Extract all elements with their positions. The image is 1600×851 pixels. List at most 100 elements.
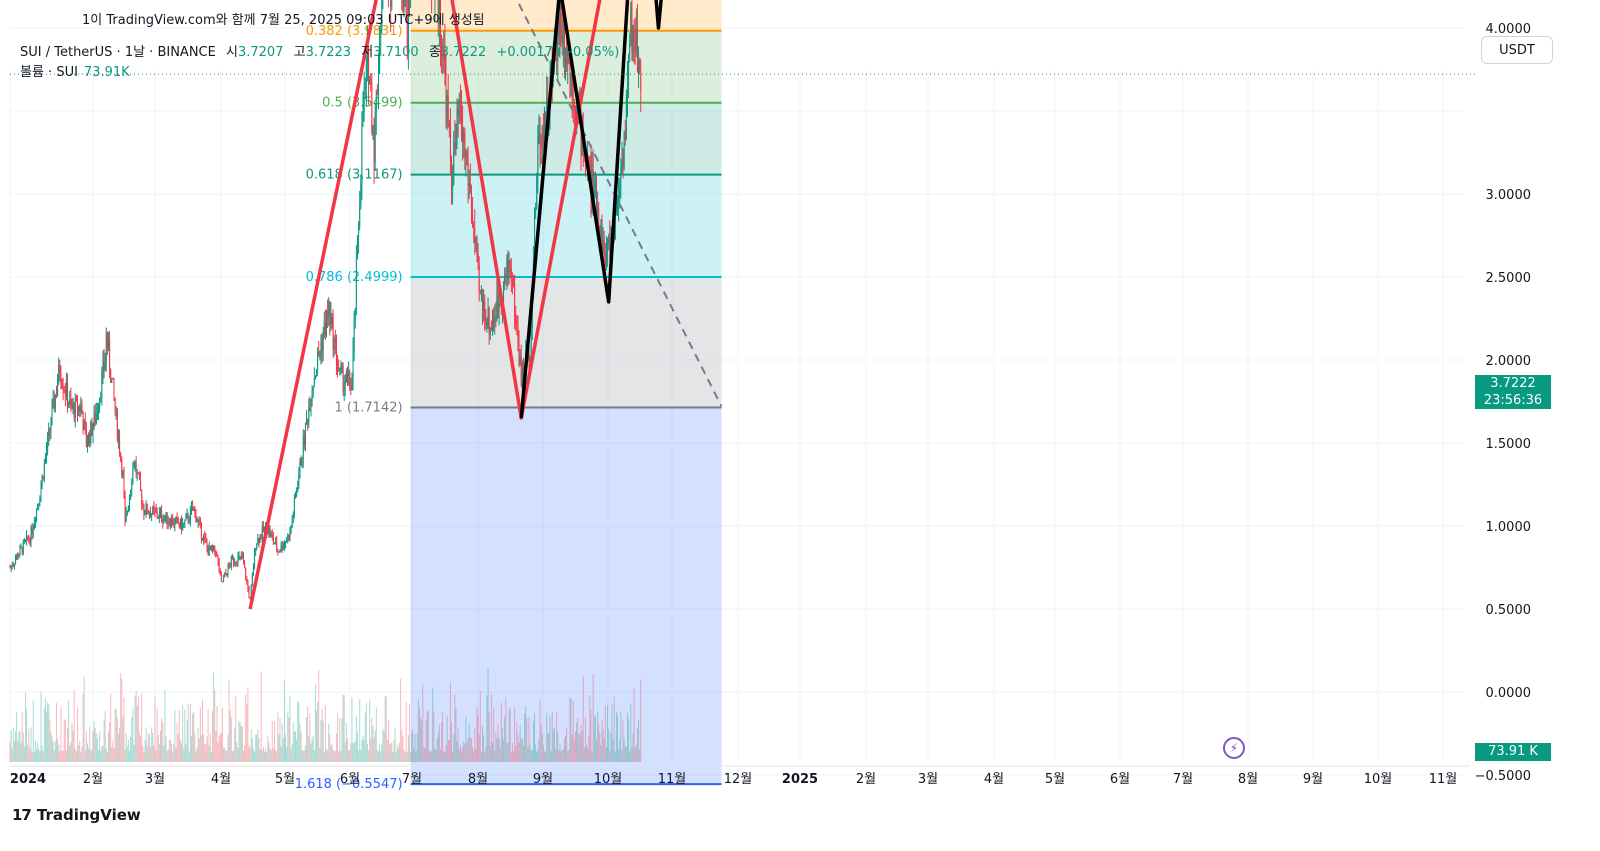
candle-body [404, 0, 406, 4]
candle-body [489, 327, 491, 335]
candle-body [558, 18, 560, 37]
candle-body [64, 390, 66, 396]
candle-body [614, 212, 616, 240]
candle-body [602, 239, 604, 254]
volume-bar [178, 710, 180, 762]
volume-bar [218, 735, 220, 762]
dashed-trendline[interactable] [418, 0, 723, 407]
candle-body [48, 428, 50, 436]
volume-bar [288, 717, 290, 762]
volume-bar [508, 709, 510, 762]
volume-bar [147, 732, 149, 762]
volume-bar [55, 703, 57, 762]
candle-body [521, 362, 523, 386]
candle-body [200, 522, 202, 538]
volume-bar [456, 741, 458, 762]
volume-bar [289, 695, 291, 762]
candle-body [488, 308, 490, 335]
candle-body [634, 42, 636, 52]
volume-bar [524, 713, 526, 762]
volume-bar [106, 751, 108, 762]
volume-bar [482, 726, 484, 762]
y-tick-label: 1.5000 [1486, 437, 1532, 452]
volume-bar [609, 750, 611, 762]
candle-body [11, 565, 13, 567]
volume-bar [348, 749, 350, 762]
volume-bar [391, 742, 393, 762]
candle-body [444, 49, 446, 73]
volume-bar [131, 717, 133, 762]
lightning-icon[interactable]: ⚡ [1223, 737, 1245, 759]
candle-body [197, 519, 199, 522]
candle-body [498, 304, 500, 311]
volume-bar [196, 748, 198, 762]
volume-bar [142, 745, 144, 762]
volume-label[interactable]: 볼륨 · SUI [20, 65, 78, 80]
candle-body [522, 362, 524, 372]
y-tick-label: 2.5000 [1486, 271, 1532, 286]
volume-bar [313, 750, 315, 762]
candle-body [156, 511, 158, 517]
tradingview-logo[interactable]: 17 TradingView [12, 806, 141, 824]
volume-bar [578, 733, 580, 762]
volume-bar [12, 727, 14, 762]
volume-bar [307, 706, 309, 762]
volume-bar [467, 738, 469, 762]
volume-bar [157, 734, 159, 762]
candle-body [617, 203, 619, 210]
volume-bar [308, 736, 310, 762]
volume-bar [215, 731, 217, 762]
volume-bar [219, 734, 221, 762]
volume-bar [352, 743, 354, 762]
volume-bar [433, 711, 435, 762]
candle-body [366, 50, 368, 64]
candle-body [507, 259, 509, 272]
candle-body [463, 132, 465, 143]
volume-bar [18, 732, 20, 762]
volume-bar [209, 734, 211, 762]
candle-body [562, 20, 564, 43]
candle-body [124, 496, 126, 522]
volume-bar [542, 744, 544, 762]
red-pattern-line[interactable] [248, 0, 689, 610]
candle-body [369, 79, 371, 85]
candle-body [364, 83, 366, 89]
symbol-name[interactable]: SUI / TetherUS · 1날 · BINANCE [20, 45, 216, 60]
candle-body [565, 56, 567, 61]
candle-body [178, 523, 180, 527]
black-pattern-line[interactable] [519, 0, 702, 419]
candle-body [631, 2, 633, 54]
currency-button[interactable]: USDT [1481, 36, 1553, 64]
candle-body [538, 132, 540, 138]
volume-bar [155, 750, 157, 762]
candle-body [68, 404, 70, 406]
candle-body [630, 2, 632, 44]
candle-body [23, 540, 25, 542]
candle-body [279, 550, 281, 552]
candle-body [464, 132, 466, 158]
candle-body [472, 214, 474, 226]
volume-bar [124, 749, 126, 762]
volume-bar [445, 744, 447, 762]
volume-bar [458, 748, 460, 762]
volume-bar [468, 724, 470, 762]
candle-body [574, 109, 576, 116]
volume-bar [474, 727, 476, 762]
volume-bar [600, 745, 602, 762]
volume-bar [266, 751, 268, 762]
fib-zone [410, 174, 722, 278]
candle-body [169, 522, 171, 527]
volume-bar [593, 716, 595, 762]
candle-body [335, 341, 337, 365]
candle-body [217, 555, 219, 562]
volume-bar [485, 746, 487, 762]
volume-bar [570, 698, 572, 762]
volume-bar [437, 732, 439, 762]
volume-bar [608, 728, 610, 762]
volume-bar [261, 750, 263, 762]
candle-body [158, 512, 160, 519]
volume-bar [28, 729, 30, 762]
candle-body [99, 397, 101, 409]
volume-bar [144, 739, 146, 762]
